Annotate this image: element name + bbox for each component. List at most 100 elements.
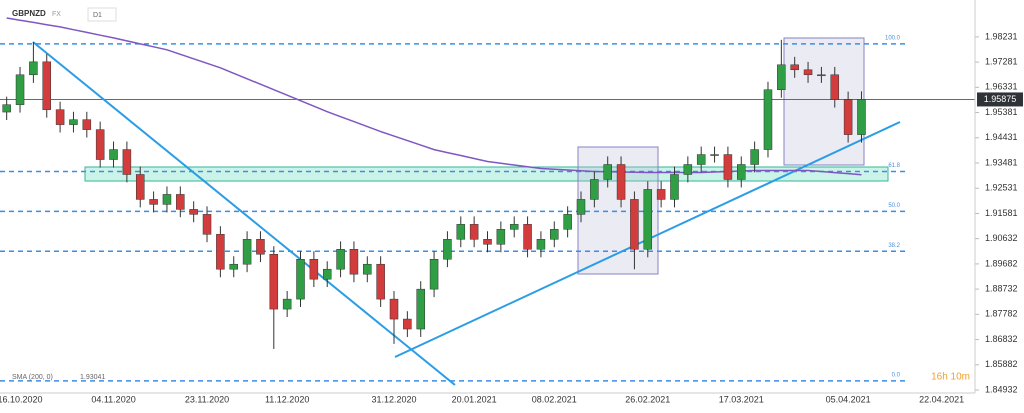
candle-body [750, 149, 759, 165]
y-tick-label: 1.90632 [985, 233, 1018, 243]
candle-body [349, 249, 359, 275]
candle-body [389, 298, 399, 320]
candle-body [202, 214, 212, 235]
x-tick-label: 11.12.2020 [265, 394, 309, 404]
candle-body [229, 263, 238, 270]
y-tick-label: 1.91581 [985, 208, 1018, 218]
candle-body [803, 69, 813, 76]
candle-body [523, 224, 532, 250]
candle-body [830, 74, 840, 100]
candle-body [710, 154, 719, 156]
candle-body [670, 174, 679, 200]
interval-select[interactable] [87, 7, 117, 22]
candle-body [216, 234, 225, 270]
candle-body [509, 224, 519, 230]
candle-body [416, 288, 425, 330]
x-tick-label: 26.02.2021 [625, 394, 670, 404]
candle-body [656, 189, 666, 200]
candle-body [269, 254, 279, 310]
candle-body [29, 61, 38, 76]
candle-body [109, 149, 118, 160]
candle-body [149, 199, 158, 205]
candle-body [616, 164, 626, 200]
sma-value: 1.93041 [80, 374, 105, 381]
timer: 16h 10m [931, 372, 970, 383]
sma-label: SMA (200, 0) [12, 374, 53, 381]
candle-body [162, 194, 172, 205]
candle-body [256, 239, 265, 255]
candle-body [122, 149, 132, 175]
x-tick-label: 22.04.2021 [919, 394, 964, 404]
candle-body [95, 129, 105, 160]
y-tick-label: 1.98231 [985, 31, 1018, 41]
x-tick-label: 31.12.2020 [371, 394, 416, 404]
candle-body [576, 199, 586, 215]
interval[interactable]: D1 [93, 12, 102, 19]
candle-body [189, 209, 198, 215]
candle-body [683, 164, 693, 175]
candle-body [737, 164, 746, 180]
y-tick-label: 1.84932 [985, 384, 1018, 394]
x-tick-label: 20.01.2021 [452, 394, 497, 404]
candle-body [376, 263, 385, 300]
candle-body [336, 249, 345, 270]
y-tick-label: 1.94431 [985, 132, 1018, 142]
candle-body [42, 61, 52, 110]
y-tick-label: 1.93481 [985, 157, 1018, 167]
y-tick-label: 1.87782 [985, 309, 1018, 319]
candle-body [69, 119, 78, 125]
fib-label: 38.2 [888, 243, 900, 249]
symbol: GBPNZD [12, 9, 46, 18]
y-tick-label: 1.92531 [985, 183, 1018, 193]
candle-body [309, 258, 319, 280]
candle-body [857, 99, 866, 135]
x-tick-label: 08.02.2021 [532, 394, 577, 404]
candle-body [296, 258, 305, 300]
y-tick-label: 1.96331 [985, 82, 1018, 92]
candle-body [817, 74, 826, 77]
y-tick-label: 1.85882 [985, 359, 1018, 369]
y-tick-label: 1.86832 [985, 334, 1018, 344]
candle-body [563, 214, 572, 230]
market: FX [52, 11, 61, 18]
candle-body [403, 318, 412, 330]
candle-body [777, 64, 786, 90]
candle-body [630, 199, 639, 250]
x-tick-label: 17.03.2021 [719, 394, 764, 404]
candle-body [790, 64, 799, 71]
candle-body [843, 99, 853, 135]
sma-line [6, 17, 862, 176]
y-tick-label: 1.95381 [985, 107, 1018, 117]
candle-body [723, 154, 733, 180]
candle-body [282, 298, 292, 310]
candle-body [696, 154, 706, 165]
candle-body [363, 263, 372, 275]
candle-body [443, 239, 452, 260]
candle-body [55, 109, 65, 125]
candle-body [536, 239, 546, 250]
candle-body [456, 224, 466, 240]
x-tick-label: 04.11.2020 [91, 394, 135, 404]
support-zone [84, 166, 889, 182]
candle-body [550, 229, 559, 240]
fib-label: 0.0 [892, 372, 901, 378]
candle-body [15, 74, 25, 105]
y-tick-label: 1.97281 [985, 56, 1018, 66]
candle-body [590, 179, 599, 200]
candle-body [242, 239, 252, 265]
trend-line [32, 41, 456, 386]
candle-body [483, 239, 492, 245]
candle-body [176, 194, 185, 210]
y-tick-label: 1.89682 [985, 258, 1018, 268]
candle-body [643, 189, 653, 250]
x-tick-label: 16.10.2020 [0, 394, 43, 404]
price-tag [977, 92, 1023, 107]
candle-body [469, 224, 479, 240]
y-tick-label: 1.88732 [985, 283, 1018, 293]
candle-body [2, 104, 11, 113]
candle-body [82, 119, 92, 130]
candle-body [603, 164, 612, 180]
candle-body [429, 258, 439, 290]
fib-label: 50.0 [888, 203, 900, 209]
fib-label: 61.8 [888, 163, 900, 169]
